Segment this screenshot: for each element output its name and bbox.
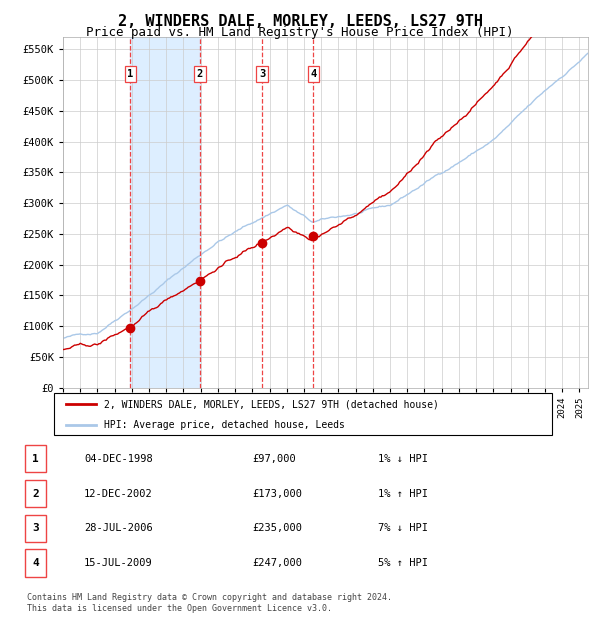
Text: 1: 1 — [32, 454, 39, 464]
Text: 3: 3 — [32, 523, 39, 533]
Text: 2: 2 — [197, 69, 203, 79]
Text: 2: 2 — [32, 489, 39, 498]
Text: £97,000: £97,000 — [252, 454, 296, 464]
Text: 1% ↓ HPI: 1% ↓ HPI — [378, 454, 428, 464]
Text: 3: 3 — [259, 69, 265, 79]
Text: 5% ↑ HPI: 5% ↑ HPI — [378, 558, 428, 568]
Text: 1: 1 — [127, 69, 134, 79]
Bar — [130, 37, 200, 387]
Text: 12-DEC-2002: 12-DEC-2002 — [84, 489, 153, 498]
Text: 4: 4 — [310, 69, 316, 79]
Text: 15-JUL-2009: 15-JUL-2009 — [84, 558, 153, 568]
Text: Contains HM Land Registry data © Crown copyright and database right 2024.
This d: Contains HM Land Registry data © Crown c… — [27, 593, 392, 613]
Bar — [25, 515, 46, 542]
Text: Price paid vs. HM Land Registry's House Price Index (HPI): Price paid vs. HM Land Registry's House … — [86, 26, 514, 39]
Bar — [25, 549, 46, 577]
Text: 2, WINDERS DALE, MORLEY, LEEDS, LS27 9TH (detached house): 2, WINDERS DALE, MORLEY, LEEDS, LS27 9TH… — [104, 399, 439, 409]
Text: £173,000: £173,000 — [252, 489, 302, 498]
Bar — [25, 480, 46, 507]
Text: £247,000: £247,000 — [252, 558, 302, 568]
Text: £235,000: £235,000 — [252, 523, 302, 533]
Text: 7% ↓ HPI: 7% ↓ HPI — [378, 523, 428, 533]
Text: 2, WINDERS DALE, MORLEY, LEEDS, LS27 9TH: 2, WINDERS DALE, MORLEY, LEEDS, LS27 9TH — [118, 14, 482, 29]
Text: 04-DEC-1998: 04-DEC-1998 — [84, 454, 153, 464]
Text: HPI: Average price, detached house, Leeds: HPI: Average price, detached house, Leed… — [104, 420, 344, 430]
Text: 4: 4 — [32, 558, 39, 568]
Bar — [25, 445, 46, 472]
Text: 1% ↑ HPI: 1% ↑ HPI — [378, 489, 428, 498]
Text: 28-JUL-2006: 28-JUL-2006 — [84, 523, 153, 533]
